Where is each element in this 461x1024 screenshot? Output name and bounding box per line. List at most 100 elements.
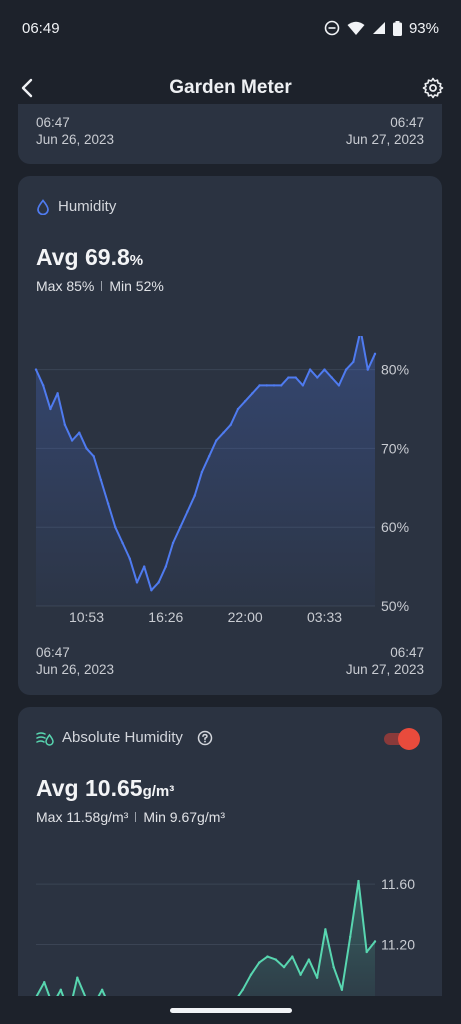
data-point	[42, 384, 45, 387]
data-point	[49, 407, 52, 411]
data-point	[251, 392, 254, 395]
data-point	[128, 557, 131, 560]
range-start: 06:47 Jun 26, 2023	[36, 114, 114, 148]
absolute-humidity-toggle[interactable]	[384, 727, 420, 751]
data-point	[59, 988, 63, 992]
data-point	[142, 565, 146, 568]
min-value: Min 52%	[109, 278, 164, 294]
avg-unit: g/m³	[142, 783, 175, 800]
data-point	[106, 502, 110, 505]
toggle-knob	[398, 728, 420, 750]
data-point	[274, 958, 277, 961]
data-point	[157, 581, 160, 584]
home-gesture-handle[interactable]	[170, 1008, 292, 1013]
x-tick-label: 16:26	[148, 609, 183, 625]
data-point	[164, 565, 168, 568]
range-end-time: 06:47	[390, 115, 424, 130]
series-area	[36, 336, 375, 606]
data-point	[56, 392, 59, 395]
y-tick-label: 11.60	[381, 876, 415, 892]
range-start-date: Jun 26, 2023	[36, 662, 115, 677]
humidity-min-max: Max 85% Min 52%	[36, 278, 164, 294]
humidity-average: Avg 69.8%	[36, 244, 143, 271]
data-point	[63, 423, 67, 426]
data-point	[265, 384, 269, 387]
range-end: 06:47 Jun 27, 2023	[346, 114, 424, 148]
data-point	[287, 376, 290, 379]
data-point	[135, 581, 139, 584]
data-point	[266, 955, 269, 958]
divider	[135, 812, 137, 822]
battery-percent: 93%	[408, 19, 439, 37]
absolute-humidity-average: Avg 10.65g/m³	[36, 775, 174, 802]
divider	[101, 281, 103, 291]
range-start-date: Jun 26, 2023	[36, 132, 115, 147]
back-arrow-icon[interactable]	[16, 76, 40, 100]
data-point	[323, 368, 326, 371]
data-point	[215, 439, 218, 442]
data-point	[78, 431, 81, 434]
data-point	[337, 384, 341, 387]
y-tick-label: 60%	[381, 519, 409, 535]
absolute-humidity-card[interactable]: Absolute Humidity Avg 10.65g/m³ Max 11.5…	[18, 707, 442, 1024]
range-start-time: 06:47	[36, 645, 70, 660]
data-point	[344, 368, 348, 371]
humidity-card-header: Humidity	[36, 198, 116, 215]
data-point	[282, 965, 286, 969]
data-point	[200, 470, 204, 474]
data-point	[222, 431, 225, 434]
battery-icon	[392, 20, 402, 36]
data-point	[352, 360, 355, 363]
settings-gear-icon[interactable]	[421, 76, 445, 100]
y-tick-label: 50%	[381, 598, 409, 614]
absolute-humidity-header: Absolute Humidity	[36, 729, 213, 746]
data-point	[316, 376, 319, 379]
y-tick-label: 11.20	[381, 936, 415, 952]
data-point	[243, 399, 247, 403]
data-point	[324, 928, 327, 931]
y-tick-label: 70%	[381, 440, 409, 456]
data-point	[258, 961, 261, 964]
max-value: Max 85%	[36, 278, 95, 294]
range-end-time: 06:47	[390, 645, 424, 660]
y-tick-label: 80%	[381, 362, 409, 378]
status-bar: 06:49 93%	[0, 0, 461, 56]
data-point	[150, 589, 153, 592]
x-tick-label: 22:00	[228, 609, 263, 625]
x-tick-label: 10:53	[69, 609, 104, 625]
data-point	[291, 955, 294, 958]
signal-icon	[372, 22, 385, 34]
humidity-wind-icon	[36, 731, 54, 746]
absolute-humidity-min-max: Max 11.58g/m³ Min 9.67g/m³	[36, 809, 225, 825]
data-point	[100, 988, 104, 992]
avg-value: 69.8	[85, 244, 130, 270]
humidity-title: Humidity	[58, 198, 117, 215]
wifi-icon	[347, 21, 365, 35]
data-point	[236, 407, 240, 411]
range-end: 06:47 Jun 27, 2023	[346, 644, 424, 678]
humidity-chart[interactable]: 50% 60% 70% 80% 10:53 16:26 22:00 03:33	[18, 336, 442, 626]
data-point	[34, 368, 38, 371]
data-point	[258, 384, 261, 387]
data-point	[70, 439, 74, 442]
data-point	[365, 950, 368, 954]
data-point	[92, 455, 95, 458]
data-point	[315, 976, 319, 979]
humidity-card[interactable]: Humidity Avg 69.8% Max 85% Min 52% 50% 60…	[18, 176, 442, 695]
data-point	[114, 526, 117, 529]
navigation-bar	[0, 996, 461, 1024]
data-point	[99, 478, 103, 482]
data-point	[241, 988, 244, 992]
avg-label: Avg	[36, 244, 79, 270]
help-icon[interactable]	[197, 730, 213, 746]
range-end-date: Jun 27, 2023	[345, 662, 424, 677]
range-end-date: Jun 27, 2023	[345, 132, 424, 147]
avg-value: 10.65	[85, 775, 143, 801]
data-point	[193, 494, 196, 497]
data-point	[43, 981, 46, 984]
app-bar: Garden Meter	[0, 60, 461, 116]
max-value: Max 11.58g/m³	[36, 809, 129, 825]
series-line	[35, 336, 376, 592]
data-point	[308, 368, 312, 371]
